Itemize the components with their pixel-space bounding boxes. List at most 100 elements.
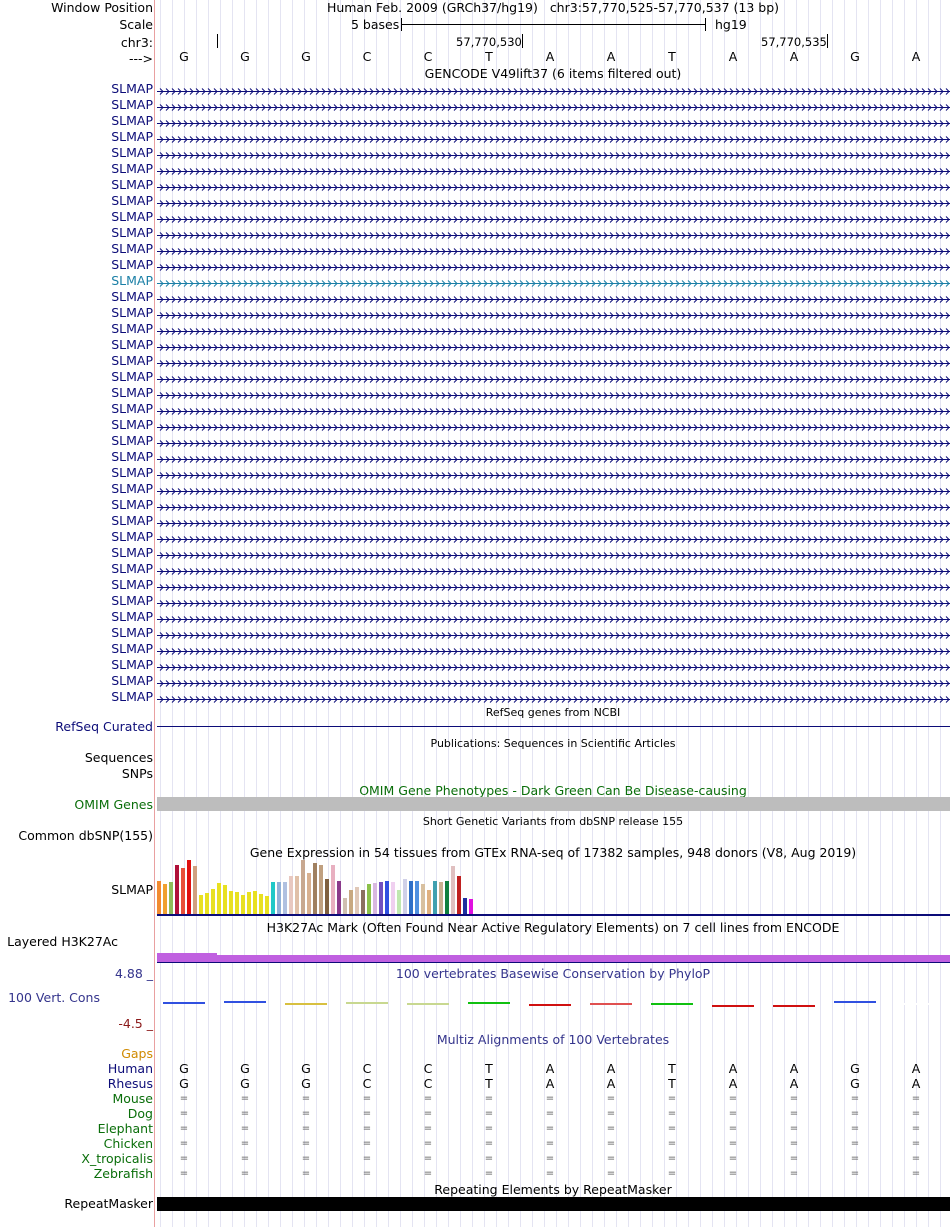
gtex-bar[interactable] bbox=[379, 882, 383, 914]
gencode-transcript-label[interactable]: SLMAP bbox=[111, 81, 153, 96]
gencode-transcript[interactable] bbox=[157, 532, 950, 543]
gencode-transcript[interactable] bbox=[157, 388, 950, 399]
cons-label[interactable]: 100 Vert. Cons bbox=[8, 990, 100, 1005]
gtex-bar[interactable] bbox=[163, 884, 167, 914]
gtex-bar[interactable] bbox=[433, 881, 437, 914]
gencode-transcript[interactable] bbox=[157, 580, 950, 591]
gtex-bar[interactable] bbox=[385, 881, 389, 914]
gtex-bar[interactable] bbox=[241, 895, 245, 914]
gencode-transcript[interactable] bbox=[157, 324, 950, 335]
gencode-transcript-label[interactable]: SLMAP bbox=[111, 145, 153, 160]
gtex-bar[interactable] bbox=[319, 865, 323, 914]
gtex-label[interactable]: SLMAP bbox=[111, 882, 153, 897]
gencode-transcript[interactable] bbox=[157, 148, 950, 159]
gencode-transcript[interactable] bbox=[157, 452, 950, 463]
gtex-bar[interactable] bbox=[247, 892, 251, 914]
gencode-transcript-label[interactable]: SLMAP bbox=[111, 241, 153, 256]
gencode-transcript-label[interactable]: SLMAP bbox=[111, 497, 153, 512]
refseq-label[interactable]: RefSeq Curated bbox=[55, 719, 153, 734]
gencode-transcript-label[interactable]: SLMAP bbox=[111, 337, 153, 352]
gencode-transcript[interactable] bbox=[157, 116, 950, 127]
gencode-transcript[interactable] bbox=[157, 436, 950, 447]
gencode-transcript[interactable] bbox=[157, 132, 950, 143]
gtex-bar[interactable] bbox=[373, 883, 377, 914]
gtex-bar[interactable] bbox=[355, 887, 359, 914]
gencode-transcript[interactable] bbox=[157, 628, 950, 639]
gtex-bar[interactable] bbox=[283, 882, 287, 914]
gencode-transcript-label[interactable]: SLMAP bbox=[111, 385, 153, 400]
cons-mark[interactable] bbox=[712, 1005, 754, 1007]
gtex-bar[interactable] bbox=[415, 881, 419, 914]
gtex-bar[interactable] bbox=[421, 884, 425, 914]
gtex-bar[interactable] bbox=[181, 868, 185, 914]
repeatmasker-label[interactable]: RepeatMasker bbox=[64, 1196, 153, 1211]
gtex-bar[interactable] bbox=[343, 898, 347, 914]
gencode-transcript[interactable] bbox=[157, 692, 950, 703]
gencode-transcript-label[interactable]: SLMAP bbox=[111, 369, 153, 384]
gencode-transcript-label[interactable]: SLMAP bbox=[111, 465, 153, 480]
gencode-transcript-label[interactable]: SLMAP bbox=[111, 177, 153, 192]
gencode-transcript[interactable] bbox=[157, 260, 950, 271]
gtex-bar[interactable] bbox=[265, 896, 269, 914]
gencode-transcript[interactable] bbox=[157, 276, 950, 287]
gencode-transcript[interactable] bbox=[157, 292, 950, 303]
gencode-transcript-label[interactable]: SLMAP bbox=[111, 305, 153, 320]
gencode-transcript-label[interactable]: SLMAP bbox=[111, 529, 153, 544]
gtex-bar[interactable] bbox=[205, 893, 209, 914]
gencode-transcript-label[interactable]: SLMAP bbox=[111, 401, 153, 416]
gencode-transcript-label[interactable]: SLMAP bbox=[111, 561, 153, 576]
gtex-bar[interactable] bbox=[235, 892, 239, 914]
gencode-transcript-label[interactable]: SLMAP bbox=[111, 417, 153, 432]
gencode-transcript[interactable] bbox=[157, 644, 950, 655]
multiz-species-label[interactable]: Human bbox=[107, 1061, 153, 1076]
gtex-bar[interactable] bbox=[445, 881, 449, 914]
refseq-gene-line[interactable] bbox=[157, 726, 950, 727]
gtex-bar[interactable] bbox=[253, 891, 257, 914]
gencode-transcript-label[interactable]: SLMAP bbox=[111, 225, 153, 240]
gtex-bar[interactable] bbox=[457, 876, 461, 914]
gencode-transcript-label[interactable]: SLMAP bbox=[111, 449, 153, 464]
gtex-bar[interactable] bbox=[409, 881, 413, 914]
gencode-transcript[interactable] bbox=[157, 196, 950, 207]
cons-mark[interactable] bbox=[651, 1003, 693, 1005]
gtex-bar[interactable] bbox=[193, 866, 197, 914]
omim-feature[interactable] bbox=[157, 797, 950, 811]
publications-label-snps[interactable]: SNPs bbox=[121, 766, 153, 781]
gtex-bar-chart[interactable] bbox=[156, 860, 536, 914]
gtex-bar[interactable] bbox=[313, 863, 317, 914]
gtex-bar[interactable] bbox=[391, 882, 395, 914]
cons-mark[interactable] bbox=[285, 1003, 327, 1005]
gencode-transcript-label[interactable]: SLMAP bbox=[111, 545, 153, 560]
multiz-species-label[interactable]: Chicken bbox=[103, 1136, 153, 1151]
gtex-bar[interactable] bbox=[259, 894, 263, 914]
gencode-transcript-label[interactable]: SLMAP bbox=[111, 209, 153, 224]
gtex-bar[interactable] bbox=[349, 890, 353, 914]
cons-mark[interactable] bbox=[407, 1003, 449, 1005]
cons-mark[interactable] bbox=[834, 1001, 876, 1003]
gtex-bar[interactable] bbox=[271, 882, 275, 914]
repeatmasker-element[interactable] bbox=[157, 1197, 950, 1211]
gencode-transcript[interactable] bbox=[157, 212, 950, 223]
gencode-transcript-label[interactable]: SLMAP bbox=[111, 193, 153, 208]
cons-mark[interactable] bbox=[224, 1001, 266, 1003]
multiz-species-label[interactable]: Elephant bbox=[97, 1121, 153, 1136]
dbsnp-label[interactable]: Common dbSNP(155) bbox=[18, 828, 153, 843]
gencode-transcript[interactable] bbox=[157, 180, 950, 191]
gencode-transcript-label[interactable]: SLMAP bbox=[111, 129, 153, 144]
gtex-bar[interactable] bbox=[397, 890, 401, 914]
gtex-bar[interactable] bbox=[217, 883, 221, 914]
gencode-transcript[interactable] bbox=[157, 612, 950, 623]
multiz-species-label[interactable]: Mouse bbox=[112, 1091, 153, 1106]
gtex-bar[interactable] bbox=[337, 881, 341, 914]
gencode-transcript-label[interactable]: SLMAP bbox=[111, 625, 153, 640]
multiz-species-label[interactable]: Rhesus bbox=[107, 1076, 153, 1091]
gencode-transcript[interactable] bbox=[157, 84, 950, 95]
h3k27ac-label[interactable]: Layered H3K27Ac bbox=[7, 934, 118, 949]
gtex-bar[interactable] bbox=[277, 882, 281, 914]
gencode-transcript[interactable] bbox=[157, 244, 950, 255]
multiz-species-label[interactable]: Zebrafish bbox=[93, 1166, 153, 1181]
cons-mark[interactable] bbox=[895, 1003, 937, 1005]
gencode-transcript-label[interactable]: SLMAP bbox=[111, 673, 153, 688]
gencode-transcript-label[interactable]: SLMAP bbox=[111, 257, 153, 272]
multiz-species-label[interactable]: X_tropicalis bbox=[81, 1151, 153, 1166]
